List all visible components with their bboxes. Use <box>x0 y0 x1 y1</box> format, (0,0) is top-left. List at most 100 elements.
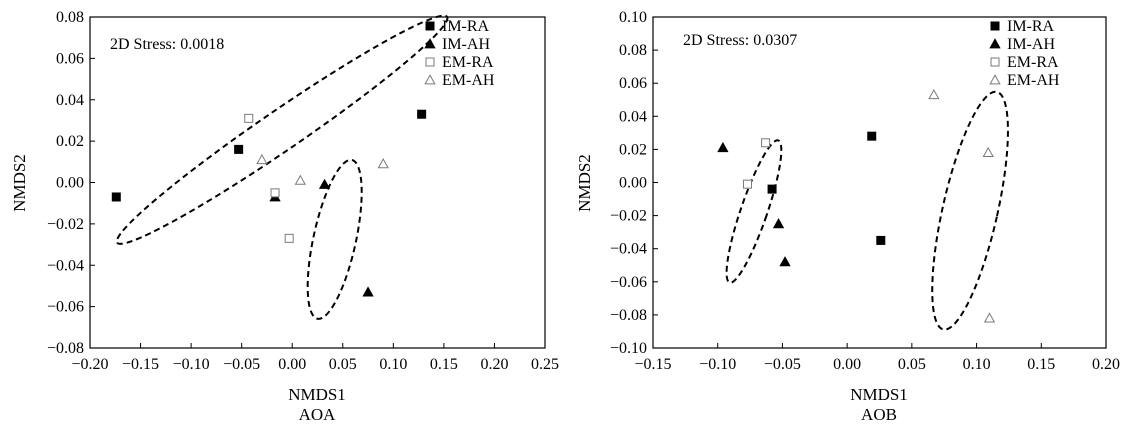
data-point <box>270 188 280 198</box>
legend-marker <box>989 74 1001 85</box>
x-tick-label: 0.00 <box>833 356 861 373</box>
data-point <box>111 192 121 202</box>
data-point <box>876 235 886 245</box>
panel-aob: −0.15 −0.10 −0.05 0.00 0.05 0.10 0.15 0.20 −0.1… <box>575 9 1120 424</box>
y-tick-label: −0.06 <box>610 274 647 291</box>
y-tick-label: 0.00 <box>619 175 647 192</box>
stress-label-aob: 2D Stress: 0.0307 <box>683 32 797 49</box>
panel-label-aob: AOB <box>861 405 897 424</box>
data-point <box>284 233 294 243</box>
data-point <box>256 153 268 165</box>
data-point <box>244 113 254 123</box>
y-tick-label: −0.04 <box>47 257 84 274</box>
y-tick-label: −0.06 <box>47 299 84 316</box>
data-point <box>761 138 771 148</box>
data-point <box>982 146 994 158</box>
data-point <box>928 88 940 100</box>
y-axis-title-aob: NMDS2 <box>575 154 594 212</box>
y-tick-label: 0.08 <box>619 42 647 59</box>
data-point <box>234 144 244 154</box>
x-tick-label: −0.10 <box>173 356 210 373</box>
markers-aob <box>717 88 996 323</box>
y-tick-label: −0.10 <box>610 340 647 357</box>
x-tick-label: −0.20 <box>71 356 108 373</box>
panel-label-aoa: AOA <box>299 405 337 424</box>
group-ellipses-aob <box>725 90 1009 331</box>
x-axis-aoa: −0.20 −0.15 −0.10 −0.05 0.00 0.05 0.10 0.15 0.20… <box>71 343 559 373</box>
data-point <box>867 131 877 141</box>
x-axis-aob: −0.15 −0.10 −0.05 0.00 0.05 0.10 0.15 0.20 <box>634 343 1120 373</box>
legend-marker <box>989 38 1001 49</box>
data-point <box>779 256 791 267</box>
x-tick-label: 0.15 <box>1027 356 1055 373</box>
x-tick-label: −0.15 <box>122 356 159 373</box>
y-tick-label: 0.10 <box>619 9 647 26</box>
legend-entry: IM-AH <box>442 36 490 53</box>
x-tick-label: −0.15 <box>634 356 671 373</box>
markers-aoa <box>111 109 427 297</box>
y-tick-label: 0.02 <box>619 141 647 158</box>
legend-marker <box>990 57 1000 67</box>
y-axis-aoa: −0.08 −0.06 −0.04 −0.02 0.00 0.02 0.04 0.06 0.08 <box>47 9 95 357</box>
legend-entry: IM-RA <box>442 18 490 35</box>
x-tick-label: 0.00 <box>278 356 306 373</box>
y-tick-label: 0.06 <box>56 50 84 67</box>
legend-entry: EM-AH <box>442 72 495 89</box>
legend-marker <box>425 21 435 31</box>
x-tick-label: 0.20 <box>480 356 508 373</box>
y-tick-label: −0.02 <box>610 208 647 225</box>
data-point <box>417 109 427 119</box>
legend-entry: EM-RA <box>442 54 494 71</box>
y-tick-label: 0.00 <box>56 175 84 192</box>
x-tick-label: 0.25 <box>531 356 559 373</box>
x-tick-label: 0.15 <box>430 356 458 373</box>
x-tick-label: −0.05 <box>764 356 801 373</box>
x-axis-title-aob: NMDS1 <box>850 385 908 404</box>
data-point <box>767 184 777 194</box>
legend-entry: EM-AH <box>1007 72 1060 89</box>
y-tick-label: 0.08 <box>56 9 84 26</box>
y-tick-label: 0.02 <box>56 133 84 150</box>
x-tick-label: 0.20 <box>1092 356 1120 373</box>
legend-marker <box>425 57 435 67</box>
stress-label-aoa: 2D Stress: 0.0018 <box>110 36 224 53</box>
y-tick-label: −0.08 <box>47 340 84 357</box>
data-point <box>377 158 389 169</box>
x-tick-label: −0.05 <box>223 356 260 373</box>
x-tick-label: 0.10 <box>963 356 991 373</box>
legend-marker <box>990 21 1000 31</box>
data-point <box>772 218 785 229</box>
data-point <box>983 312 996 323</box>
data-point <box>318 178 331 189</box>
legend-marker <box>424 38 436 49</box>
group-ellipse <box>115 14 449 245</box>
y-tick-label: 0.04 <box>56 92 84 109</box>
y-tick-label: −0.04 <box>610 241 647 258</box>
legend-entry: IM-RA <box>1007 18 1055 35</box>
legend-entry: EM-RA <box>1007 54 1059 71</box>
x-tick-label: 0.10 <box>379 356 407 373</box>
data-point <box>294 174 306 185</box>
legend-marker <box>424 74 436 85</box>
group-ellipse <box>306 158 363 320</box>
y-axis-title-aoa: NMDS2 <box>10 154 29 212</box>
legend-entry: IM-AH <box>1007 36 1055 53</box>
x-tick-label: 0.05 <box>329 356 357 373</box>
x-tick-label: −0.10 <box>699 356 736 373</box>
data-point <box>362 286 374 297</box>
y-tick-label: 0.04 <box>619 108 647 125</box>
data-point <box>717 141 729 153</box>
x-axis-title-aoa: NMDS1 <box>288 385 346 404</box>
y-axis-aob: −0.10 −0.08 −0.06 −0.04 −0.02 0.00 0.02 0.04 0.0… <box>610 9 658 357</box>
y-tick-label: −0.08 <box>610 307 647 324</box>
group-ellipse <box>725 139 783 284</box>
x-tick-label: 0.05 <box>898 356 926 373</box>
group-ellipse <box>931 90 1009 331</box>
y-tick-label: 0.06 <box>619 75 647 92</box>
panel-aoa: −0.20 −0.15 −0.10 −0.05 0.00 0.05 0.10 0.15 0.20… <box>10 9 559 424</box>
data-point <box>742 179 752 189</box>
y-tick-label: −0.02 <box>47 216 84 233</box>
